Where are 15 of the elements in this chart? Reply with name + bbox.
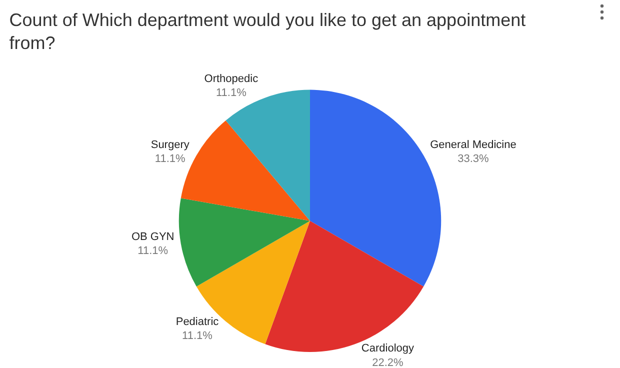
pie-slice: [179, 198, 310, 286]
slice-label: General Medicine: [430, 138, 516, 151]
chart-title: Count of Which department would you like to get an appointment from?: [9, 10, 526, 54]
slice-label: Surgery: [150, 138, 190, 151]
data-label: 11.1%: [182, 330, 213, 342]
slice-label: Pediatric: [176, 316, 220, 328]
slice-label: OB GYN: [131, 230, 174, 243]
data-label: 11.1%: [138, 245, 168, 258]
pie-slice: [265, 220, 424, 352]
slice-label: Cardiology: [361, 342, 415, 355]
data-label: 11.1%: [216, 87, 247, 100]
data-label: 22.2%: [372, 356, 404, 368]
slice-label: Orthopedic: [204, 72, 259, 85]
data-label: 33.3%: [458, 153, 490, 166]
data-label: 11.1%: [154, 153, 186, 166]
